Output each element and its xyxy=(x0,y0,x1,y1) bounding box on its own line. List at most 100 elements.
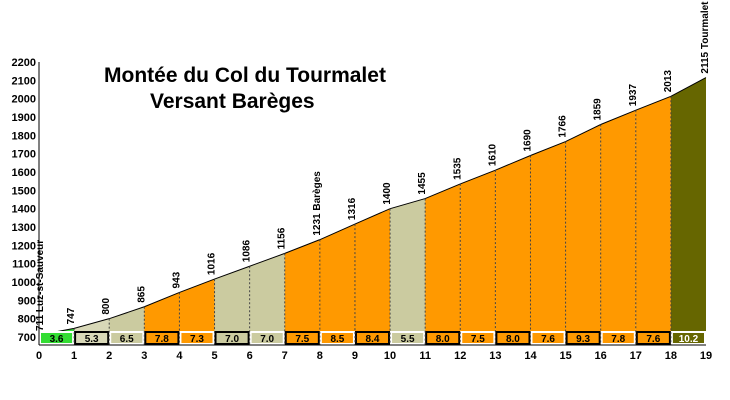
km-band-fill xyxy=(286,333,318,343)
y-tick-label: 2100 xyxy=(12,75,36,87)
x-tick-label: 16 xyxy=(595,350,607,362)
profile-segment xyxy=(530,141,566,345)
km-band-fill xyxy=(321,333,353,343)
altitude-label: 1231 Barèges xyxy=(312,171,323,236)
profile-segment xyxy=(600,110,636,345)
x-tick-label: 14 xyxy=(524,350,537,362)
altitude-label: 1156 xyxy=(277,227,288,249)
altitude-label: 1610 xyxy=(487,143,498,166)
x-tick-label: 1 xyxy=(71,350,77,362)
x-tick-label: 5 xyxy=(211,350,217,362)
gradient-label: 8.5 xyxy=(330,334,344,345)
km-band-fill xyxy=(181,333,213,343)
gradient-label: 8.0 xyxy=(436,334,450,345)
altitude-label: 943 xyxy=(171,271,182,288)
y-tick-label: 1000 xyxy=(12,277,36,289)
profile-outline xyxy=(38,77,707,336)
profile-segment xyxy=(495,155,531,345)
x-tick-label: 19 xyxy=(700,350,712,362)
x-tick-label: 15 xyxy=(559,350,571,362)
x-tick-label: 9 xyxy=(352,350,358,362)
y-tick-label: 1700 xyxy=(12,149,36,161)
y-tick-label: 700 xyxy=(18,332,36,344)
y-tick-label: 1300 xyxy=(12,222,36,234)
y-tick-label: 1900 xyxy=(12,112,36,124)
x-tick-label: 17 xyxy=(630,350,642,362)
km-band-fill xyxy=(356,333,389,343)
km-band-fill xyxy=(146,333,178,343)
km-band-fill xyxy=(76,333,108,343)
x-tick-label: 10 xyxy=(384,350,396,362)
gradient-label: 7.6 xyxy=(646,334,660,345)
km-band-fill xyxy=(427,333,459,343)
x-tick-label: 4 xyxy=(176,350,183,362)
km-band-fill xyxy=(567,333,599,343)
gradient-label: 7.5 xyxy=(295,334,309,345)
altitude-label: 747 xyxy=(66,307,77,324)
km-band-fill xyxy=(672,333,704,343)
altitude-label: 1535 xyxy=(452,157,463,180)
km-band-fill xyxy=(602,333,634,343)
gradient-label: 7.5 xyxy=(471,334,485,345)
x-tick-label: 6 xyxy=(247,350,253,362)
gradient-label: 7.6 xyxy=(541,334,555,345)
chart-title: Montée du Col du Tourmalet xyxy=(104,64,386,87)
profile-segment xyxy=(214,266,250,345)
y-tick-label: 1200 xyxy=(12,240,36,252)
altitude-label: 1400 xyxy=(382,182,393,205)
altitude-label: 1859 xyxy=(593,98,604,121)
gradient-label: 7.8 xyxy=(611,334,625,345)
x-tick-label: 11 xyxy=(419,350,431,362)
gradient-label: 3.6 xyxy=(50,334,64,345)
profile-segment xyxy=(249,253,285,345)
altitude-label: 865 xyxy=(136,286,147,303)
altitude-label: 1016 xyxy=(207,252,218,275)
gradient-label: 7.8 xyxy=(155,334,169,345)
altitude-label: 2115 Tourmalet xyxy=(700,1,711,74)
x-tick-label: 12 xyxy=(454,350,466,362)
x-tick-label: 0 xyxy=(36,350,42,362)
altitude-label: 800 xyxy=(101,298,112,315)
gradient-label: 7.0 xyxy=(225,334,239,345)
altitude-label: 2013 xyxy=(663,70,674,93)
x-tick-label: 13 xyxy=(489,350,501,362)
km-band-fill xyxy=(251,333,283,343)
km-band-fill xyxy=(111,333,143,343)
km-band-fill xyxy=(392,333,424,343)
x-tick-label: 8 xyxy=(317,350,323,362)
gradient-label: 8.0 xyxy=(506,334,520,345)
x-tick-label: 7 xyxy=(282,350,288,362)
x-tick-label: 3 xyxy=(141,350,147,362)
profile-segment xyxy=(670,77,706,345)
altitude-label: 1690 xyxy=(522,129,533,152)
altitude-label: 711 Luz-st-Sauveur xyxy=(35,240,46,331)
km-band-fill xyxy=(497,333,529,343)
km-band-fill xyxy=(216,333,248,343)
gradient-label: 7.0 xyxy=(260,334,274,345)
profile-segment xyxy=(319,224,355,345)
y-tick-label: 1400 xyxy=(12,204,36,216)
y-tick-label: 800 xyxy=(18,314,36,326)
altitude-label: 1766 xyxy=(558,115,569,138)
y-tick-label: 900 xyxy=(18,295,36,307)
profile-segment xyxy=(460,170,496,345)
gradient-label: 10.2 xyxy=(679,334,699,345)
x-tick-label: 18 xyxy=(665,350,677,362)
y-tick-label: 2200 xyxy=(12,57,36,69)
altitude-label: 1316 xyxy=(347,197,358,220)
profile-segment xyxy=(425,183,461,345)
x-tick-label: 2 xyxy=(106,350,112,362)
altitude-label: 1455 xyxy=(417,172,428,195)
y-tick-label: 2000 xyxy=(12,94,36,106)
profile-segment xyxy=(284,239,320,345)
y-tick-label: 1800 xyxy=(12,130,36,142)
km-band-fill xyxy=(462,333,494,343)
gradient-label: 7.3 xyxy=(190,334,204,345)
gradient-label: 5.5 xyxy=(401,334,415,345)
gradient-label: 9.3 xyxy=(576,334,590,345)
profile-segment xyxy=(179,279,215,345)
y-tick-label: 1100 xyxy=(12,259,36,271)
profile-segment xyxy=(354,208,391,345)
profile-segment xyxy=(565,124,601,346)
